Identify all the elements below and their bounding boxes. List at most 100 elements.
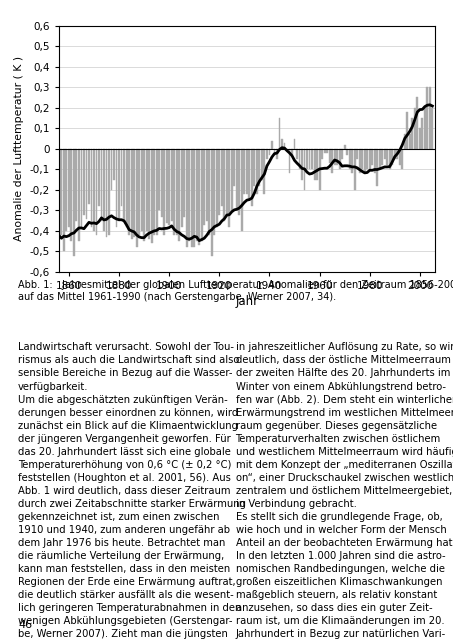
Bar <box>228 148 230 227</box>
Bar <box>88 148 90 204</box>
Bar <box>326 148 328 153</box>
Bar <box>316 148 318 180</box>
Bar <box>289 148 290 173</box>
Bar <box>66 148 67 231</box>
Bar <box>284 143 285 148</box>
Bar <box>208 148 210 235</box>
Bar <box>153 148 155 235</box>
Bar <box>58 148 60 227</box>
Bar <box>334 148 336 165</box>
Bar <box>156 148 158 235</box>
Bar <box>431 108 434 148</box>
Bar <box>246 148 248 194</box>
Bar <box>421 118 423 148</box>
Bar <box>261 148 263 180</box>
Bar <box>226 148 228 214</box>
Bar <box>426 87 428 148</box>
Bar <box>135 148 138 247</box>
X-axis label: Jahr: Jahr <box>235 295 259 308</box>
Bar <box>196 148 198 241</box>
Bar <box>103 148 105 231</box>
Bar <box>206 148 208 221</box>
Bar <box>178 148 180 241</box>
Bar <box>264 148 265 194</box>
Bar <box>391 148 393 165</box>
Bar <box>409 134 411 148</box>
Bar <box>241 148 243 231</box>
Bar <box>271 141 273 148</box>
Bar <box>323 148 326 153</box>
Bar <box>281 138 283 148</box>
Text: in jahreszeitlicher Auflösung zu Rate, so wird
deutlich, dass der östliche Mitte: in jahreszeitlicher Auflösung zu Rate, s… <box>236 342 453 640</box>
Bar <box>138 148 140 235</box>
Y-axis label: Anomalie der Lufttemperatur ( K ): Anomalie der Lufttemperatur ( K ) <box>14 56 24 241</box>
Bar <box>68 148 70 227</box>
Bar <box>384 148 386 159</box>
Bar <box>411 118 413 148</box>
Bar <box>308 148 310 170</box>
Bar <box>306 148 308 170</box>
Bar <box>291 148 293 155</box>
Bar <box>91 148 92 227</box>
Bar <box>218 148 220 214</box>
Bar <box>371 148 373 165</box>
Bar <box>419 128 421 148</box>
Bar <box>276 148 278 159</box>
Bar <box>203 148 205 225</box>
Bar <box>349 148 351 170</box>
Text: 46: 46 <box>18 620 32 630</box>
Bar <box>151 148 153 243</box>
Bar <box>171 148 173 221</box>
Bar <box>83 148 85 214</box>
Bar <box>98 148 100 206</box>
Bar <box>223 148 225 221</box>
Bar <box>269 148 270 155</box>
Bar <box>78 148 80 241</box>
Text: Landwirtschaft verursacht. Sowohl der Tou-
rismus als auch die Landwirtschaft si: Landwirtschaft verursacht. Sowohl der To… <box>18 342 246 640</box>
Bar <box>96 148 97 235</box>
Bar <box>344 145 346 148</box>
Bar <box>86 148 87 219</box>
Bar <box>313 148 315 180</box>
Bar <box>254 148 255 186</box>
Bar <box>339 148 341 170</box>
Bar <box>236 148 238 211</box>
Bar <box>301 148 303 180</box>
Bar <box>311 148 313 170</box>
Bar <box>329 148 331 163</box>
Bar <box>123 148 125 221</box>
Bar <box>101 148 102 221</box>
Bar <box>211 148 213 255</box>
Bar <box>341 148 343 159</box>
Bar <box>60 148 63 235</box>
Bar <box>359 148 361 173</box>
Bar <box>148 148 150 239</box>
Bar <box>259 148 260 186</box>
Bar <box>336 148 338 165</box>
Text: Abb. 1:   Jahresmittel der globalen Lufttemperatur. Anomalien für den Zeitraum 1: Abb. 1: Jahresmittel der globalen Luftte… <box>18 280 453 302</box>
Bar <box>299 148 300 170</box>
Bar <box>93 148 95 231</box>
Bar <box>386 148 388 165</box>
Bar <box>133 148 135 237</box>
Bar <box>168 148 170 225</box>
Bar <box>304 148 305 190</box>
Bar <box>243 148 246 194</box>
Bar <box>406 112 408 148</box>
Bar <box>238 148 240 214</box>
Bar <box>381 148 383 165</box>
Bar <box>186 148 188 247</box>
Bar <box>266 148 268 159</box>
Bar <box>130 148 133 239</box>
Bar <box>163 148 165 235</box>
Bar <box>71 148 72 241</box>
Bar <box>251 148 253 206</box>
Bar <box>356 148 358 159</box>
Bar <box>394 148 396 159</box>
Bar <box>279 118 280 148</box>
Bar <box>221 148 223 206</box>
Bar <box>181 148 183 227</box>
Bar <box>158 148 160 211</box>
Bar <box>416 97 418 148</box>
Bar <box>374 148 376 173</box>
